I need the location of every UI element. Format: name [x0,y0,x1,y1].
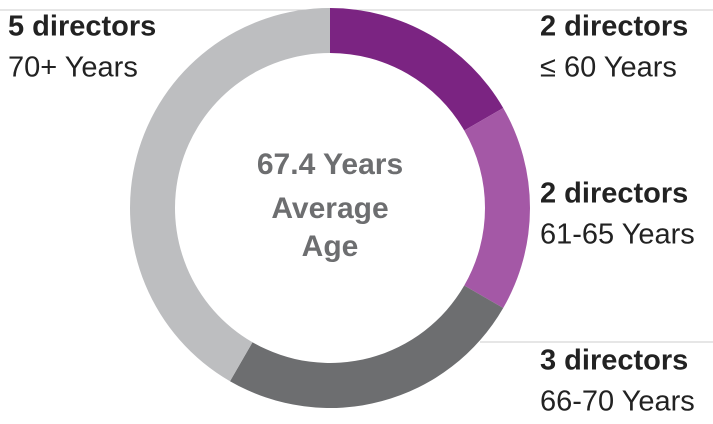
donut-segment [230,285,504,408]
category-label: 70+ Years [8,52,138,84]
value-label: 5 directors [8,11,156,43]
value-label: 2 directors [540,11,688,43]
center-text: Age [302,230,359,263]
donut-segment [464,108,530,308]
value-label: 2 directors [540,178,688,210]
center-text: Average [271,192,388,225]
category-label: ≤ 60 Years [540,52,677,84]
category-label: 61-65 Years [540,219,695,251]
donut-segment [130,8,330,382]
category-label: 66-70 Years [540,386,695,418]
value-label: 3 directors [540,345,688,377]
donut-segment [330,8,504,131]
center-text: 67.4 Years [257,148,403,181]
